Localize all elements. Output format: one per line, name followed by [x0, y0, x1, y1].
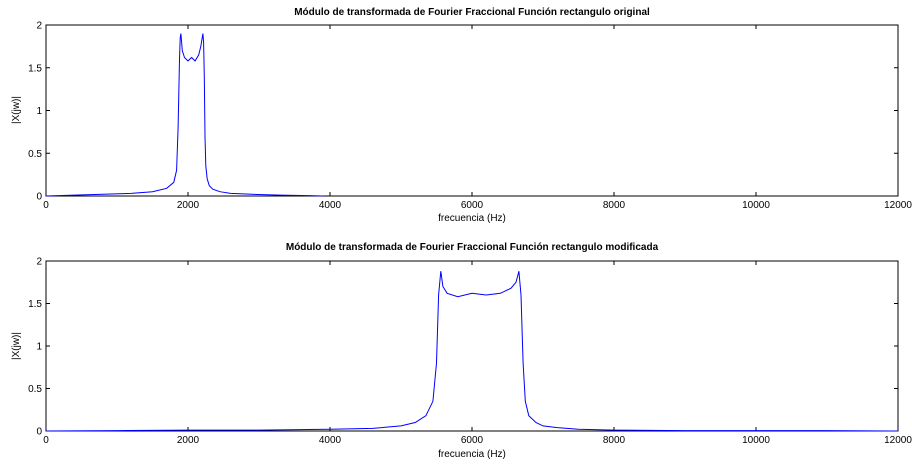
chart-panel-modificada: Módulo de transformada de Fourier Fracci… [11, 242, 912, 460]
x-tick-label: 4000 [319, 200, 342, 211]
x-ticks: 0 2000 4000 6000 8000 10000 12000 [43, 261, 912, 446]
y-tick-label: 1.5 [28, 63, 42, 74]
y-axis-label: |X(jw)| [11, 332, 22, 360]
x-tick-label: 2000 [177, 435, 200, 446]
y-tick-label: 1 [36, 106, 42, 117]
x-tick-label: 0 [43, 200, 49, 211]
y-tick-label: 0 [36, 192, 42, 203]
chart-title: Módulo de transformada de Fourier Fracci… [286, 242, 659, 253]
x-tick-label: 6000 [461, 200, 484, 211]
x-tick-label: 12000 [884, 435, 912, 446]
axes-frame [45, 260, 899, 432]
chart-title: Módulo de transformada de Fourier Fracci… [294, 7, 650, 18]
y-tick-label: 1 [36, 342, 42, 353]
x-tick-label: 12000 [884, 200, 912, 211]
y-tick-label: 2 [36, 257, 42, 268]
y-tick-label: 0.5 [28, 149, 42, 160]
chart-panel-original: Módulo de transformada de Fourier Fracci… [11, 7, 912, 224]
axes-frame [45, 24, 899, 197]
x-ticks: 0 2000 4000 6000 8000 10000 12000 [43, 25, 912, 211]
x-axis-label: frecuencia (Hz) [438, 213, 506, 224]
x-tick-label: 8000 [603, 435, 626, 446]
x-tick-label: 8000 [603, 200, 626, 211]
y-ticks: 0 0.5 1 1.5 2 [28, 21, 898, 203]
y-axis-label: |X(jw)| [11, 96, 22, 124]
x-tick-label: 0 [43, 435, 49, 446]
x-tick-label: 10000 [742, 435, 770, 446]
series-line [45, 271, 899, 432]
y-tick-label: 2 [36, 21, 42, 32]
y-tick-label: 1.5 [28, 299, 42, 310]
x-tick-label: 4000 [319, 435, 342, 446]
x-tick-label: 2000 [177, 200, 200, 211]
y-tick-label: 0.5 [28, 384, 42, 395]
y-tick-label: 0 [36, 427, 42, 438]
series-line [45, 33, 323, 197]
x-tick-label: 6000 [461, 435, 484, 446]
x-axis-label: frecuencia (Hz) [438, 449, 506, 460]
x-tick-label: 10000 [742, 200, 770, 211]
